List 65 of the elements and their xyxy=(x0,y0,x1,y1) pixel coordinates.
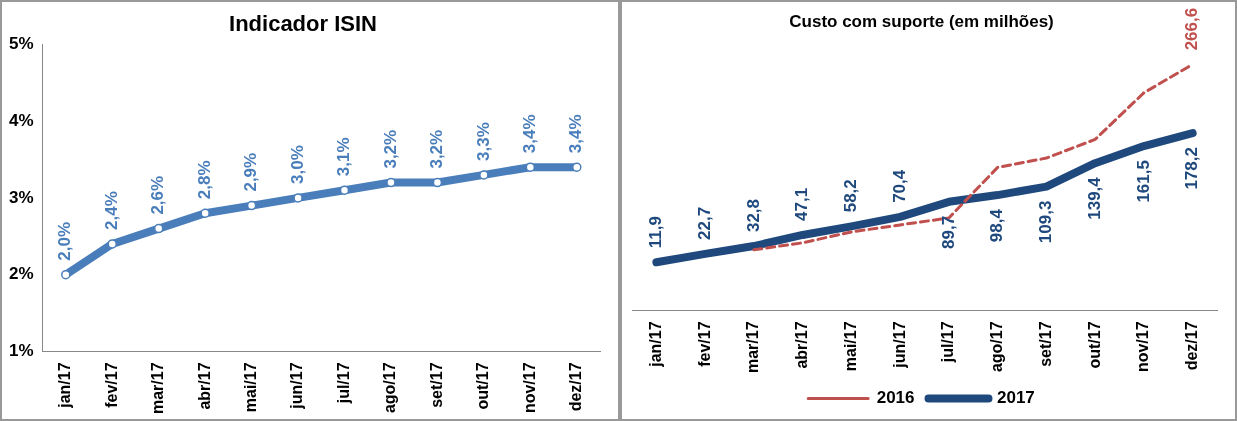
data-label: 22,7 xyxy=(694,206,714,240)
x-tick-label: dez/17 xyxy=(1183,321,1201,371)
x-tick-label: jul/17 xyxy=(939,321,957,364)
point xyxy=(200,208,210,218)
data-label: 139,4 xyxy=(1084,176,1104,220)
y-tick-label: 5% xyxy=(8,34,34,54)
data-label: 89,7 xyxy=(938,215,958,249)
legend-label: 2016 xyxy=(876,388,915,408)
x-tick-label: dez/17 xyxy=(567,362,585,412)
x-tick-label: abr/17 xyxy=(793,321,811,369)
data-label: 3,2% xyxy=(427,129,447,169)
y-tick-label: 3% xyxy=(8,187,34,207)
y-tick-label: 1% xyxy=(8,341,34,361)
data-label: 58,2 xyxy=(841,179,861,213)
data-label: 3,2% xyxy=(380,129,400,169)
data-label: 3,3% xyxy=(473,122,493,161)
data-label: 161,5 xyxy=(1133,160,1153,203)
x-tick-label: nov/17 xyxy=(520,362,538,414)
data-label: 2,8% xyxy=(194,160,214,200)
point xyxy=(107,239,117,249)
data-label: 3,1% xyxy=(334,137,354,177)
x-tick-label: out/17 xyxy=(474,362,492,410)
point xyxy=(479,170,489,180)
data-label: 3,4% xyxy=(566,114,586,154)
x-tick-label: nov/17 xyxy=(1134,321,1152,373)
data-label: 3,4% xyxy=(520,114,540,154)
x-tick-label: abr/17 xyxy=(195,362,213,410)
chart-title: Custo com suporte (em milhões) xyxy=(789,11,1054,31)
x-tick-label: out/17 xyxy=(1085,321,1103,369)
data-label: 2,9% xyxy=(241,152,261,192)
x-tick-label: jul/17 xyxy=(334,362,352,405)
x-tick-label: set/17 xyxy=(427,362,445,408)
data-label: 2,4% xyxy=(101,191,121,230)
x-tick-label: mar/17 xyxy=(149,362,167,414)
data-label: 3,0% xyxy=(287,145,307,184)
data-label: 98,4 xyxy=(987,208,1007,243)
legend-label: 2017 xyxy=(997,388,1035,408)
point xyxy=(572,162,582,172)
point xyxy=(61,269,71,280)
data-label: 11,9 xyxy=(646,216,666,249)
x-tick-label: jan/17 xyxy=(646,321,664,368)
x-tick-label: ago/17 xyxy=(988,321,1006,373)
data-label: 109,3 xyxy=(1036,200,1056,244)
chart-title: Indicador ISIN xyxy=(229,11,377,37)
x-tick-label: jun/17 xyxy=(288,362,306,410)
data-label: 178,2 xyxy=(1182,147,1202,190)
x-tick-label: jun/17 xyxy=(890,321,908,369)
x-tick-label: mar/17 xyxy=(744,321,762,373)
data-label: 32,8 xyxy=(743,198,763,233)
point xyxy=(293,193,303,203)
data-label: 2,6% xyxy=(148,175,168,215)
data-label: 266,6 xyxy=(1182,7,1202,51)
x-tick-label: jan/17 xyxy=(56,362,74,409)
x-tick-label: fev/17 xyxy=(102,362,120,408)
x-tick-label: fev/17 xyxy=(695,321,713,367)
x-tick-label: mai/17 xyxy=(242,362,260,413)
data-label: 47,1 xyxy=(792,187,812,221)
x-tick-label: set/17 xyxy=(1036,321,1054,367)
y-tick-label: 2% xyxy=(8,264,34,284)
x-tick-label: ago/17 xyxy=(381,362,399,414)
x-tick-label: mai/17 xyxy=(841,321,859,372)
data-label: 2,0% xyxy=(55,221,75,261)
y-tick-label: 4% xyxy=(8,110,34,130)
point xyxy=(386,177,396,188)
data-label: 70,4 xyxy=(889,169,909,203)
